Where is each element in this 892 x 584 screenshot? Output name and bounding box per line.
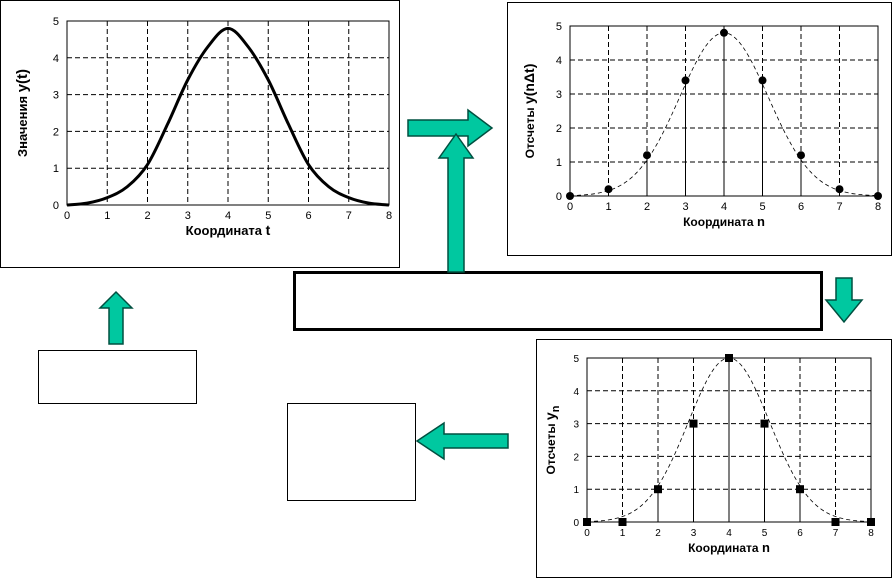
y-tick-label: 2 [556,123,562,135]
y-tick-label: 5 [53,16,59,28]
data-point [796,485,804,494]
x-axis-label: Координата n [683,214,765,229]
y-axis-label: Отсчеты y(nΔt) [521,64,537,159]
data-point [874,192,882,200]
y-tick-label: 5 [573,354,579,365]
x-tick-label: 7 [833,528,839,539]
y-tick-label: 0 [53,200,59,212]
data-point [720,28,728,37]
x-tick-label: 3 [185,210,191,222]
data-point [681,76,690,85]
data-point [797,151,805,160]
x-tick-label: 3 [691,528,697,539]
y-tick-label: 5 [556,21,562,33]
y-tick-label: 0 [556,191,562,203]
x-tick-label: 2 [144,210,150,222]
x-tick-label: 8 [868,528,874,539]
x-tick-label: 0 [64,210,70,222]
x-tick-label: 1 [620,528,626,539]
data-point [725,354,733,362]
arrow-up-left-icon [98,290,134,345]
y-tick-label: 4 [53,53,59,65]
data-point [867,518,875,526]
x-tick-label: 8 [875,201,881,213]
x-tick-label: 6 [305,210,311,222]
data-point [760,419,769,428]
y-tick-label: 4 [556,55,562,67]
data-point [654,485,662,494]
y-tick-label: 0 [573,518,579,529]
sampled-signal-panel: 0 1 2 3 4 5 6 7 8 0 1 2 3 4 5 Координата n Отсчеты y(nΔt… [507,2,892,256]
continuous-signal-panel: 0 1 2 3 4 5 6 7 8 0 1 2 3 4 5 Координата t Значения y(t) [0,0,400,268]
x-tick-label: 4 [726,528,732,539]
data-point [643,151,651,160]
source-block [38,350,197,404]
x-tick-label: 5 [759,201,765,213]
x-tick-label: 5 [762,528,768,539]
x-tick-label: 4 [225,210,231,222]
arrow-left-bottom-icon [415,421,509,461]
x-tick-label: 1 [605,201,611,213]
x-tick-label: 6 [797,528,803,539]
data-point [618,518,627,526]
x-tick-label: 2 [655,528,661,539]
data-point [604,185,613,194]
data-point [758,76,767,85]
y-tick-label: 3 [573,420,579,431]
data-point [566,192,574,200]
y-tick-label: 4 [573,387,579,398]
x-tick-label: 8 [386,210,392,222]
y-tick-label: 2 [573,452,579,463]
y-tick-label: 3 [556,89,562,101]
x-tick-label: 5 [265,210,271,222]
arrow-up-middle-icon [437,132,475,273]
processing-block [293,271,823,331]
y-tick-label: 1 [573,485,579,496]
x-tick-label: 0 [567,201,573,213]
x-tick-label: 4 [721,201,727,213]
x-tick-label: 6 [798,201,804,213]
data-point [835,185,844,194]
series-line [66,26,390,207]
arrow-right-top-icon [407,108,494,148]
y-tick-label: 1 [556,157,562,169]
quantized-signal-panel: 0 1 2 3 4 5 6 7 8 0 1 2 3 4 5 Координата n Отсчеты yn [536,339,892,578]
y-tick-label: 1 [53,163,59,175]
y-axis-label: Значения y(t) [14,69,31,157]
x-tick-label: 0 [584,528,590,539]
x-tick-label: 1 [104,210,110,222]
data-point [689,419,698,428]
y-tick-label: 2 [53,126,59,138]
y-tick-label: 3 [53,90,59,102]
x-tick-label: 3 [682,201,688,213]
x-tick-label: 2 [644,201,650,213]
y-axis-label: Отсчеты yn [542,405,562,474]
data-point [583,518,591,526]
x-axis-label: Координата n [688,540,770,555]
x-tick-label: 7 [346,210,352,222]
arrow-down-right-icon [824,277,864,324]
x-tick-label: 7 [836,201,842,213]
data-point [831,518,840,526]
x-axis-label: Координата t [186,222,271,238]
output-block [287,403,416,501]
